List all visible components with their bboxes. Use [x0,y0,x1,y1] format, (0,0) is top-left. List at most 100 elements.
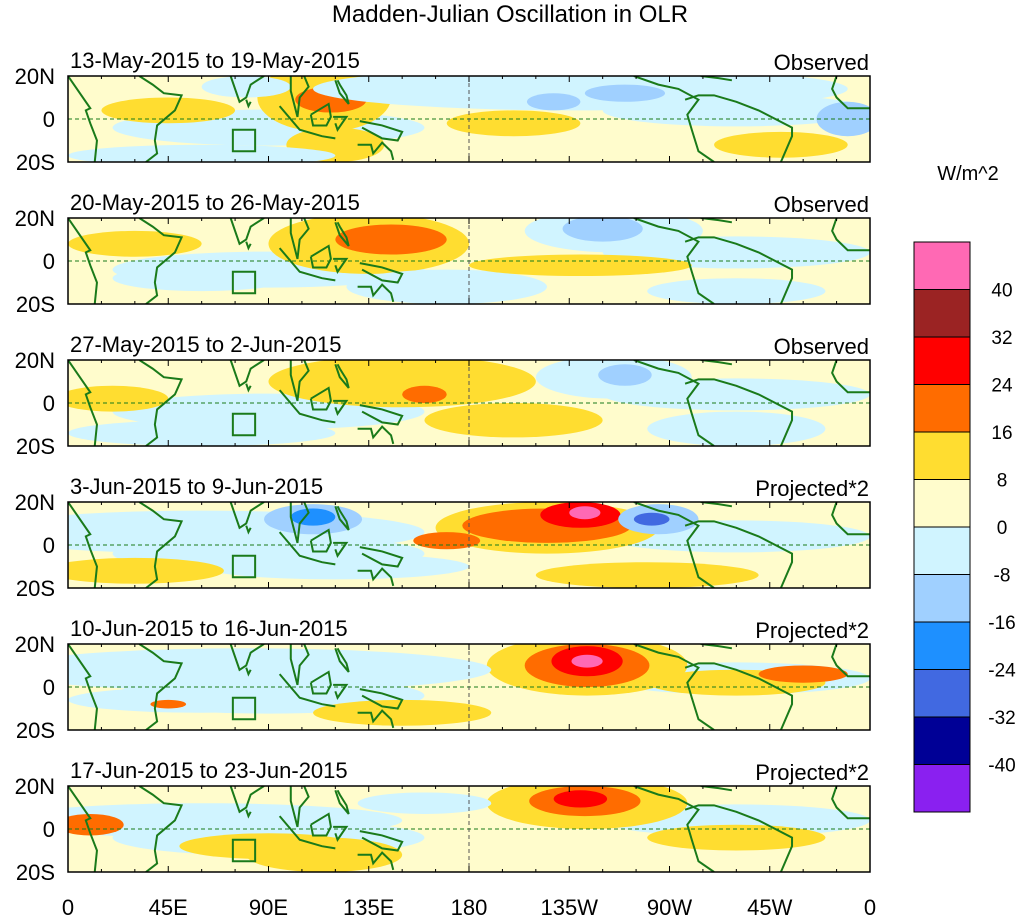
coastline [68,360,98,446]
y-tick-label: 20S [16,860,55,885]
x-tick-label: 135W [541,895,599,920]
coastline [333,541,349,558]
coastline [831,218,870,252]
box-region-marker [231,838,257,863]
anomaly-contour [150,699,187,709]
y-tick-label: 20N [15,206,55,231]
x-tick-label: 0 [62,895,74,920]
colorbar-swatch [913,526,971,575]
y-tick-label: 20S [16,718,55,743]
anomaly-contour [413,532,481,550]
coastline [138,218,184,304]
anomaly-contour [68,557,224,584]
coastline [278,247,336,282]
coastline [309,244,332,269]
x-tick-label: 90W [647,895,692,920]
coastline [229,502,265,530]
coastline [357,709,395,729]
anomaly-contour [446,110,581,137]
panel-data-type: Projected*2 [755,618,869,643]
coastline [309,528,332,553]
panel-data-type: Observed [774,50,869,75]
colorbar-swatch [913,479,971,528]
y-tick-label: 20N [15,632,55,657]
coastline [357,425,395,445]
anomaly-contour [68,385,169,412]
coastline [278,105,336,140]
coastline [359,688,404,710]
anomaly-contour [112,265,291,292]
anomaly-contour [179,833,358,860]
colorbar-swatch [913,716,971,765]
coastline [357,567,395,587]
coastline [633,360,715,446]
coastline [359,262,404,284]
coastline [245,241,252,251]
panel-field [68,76,870,162]
coastline [289,76,310,118]
coastline [684,378,794,446]
panel-field [68,644,870,730]
y-tick-label: 20S [16,434,55,459]
anomaly-contour [526,93,581,111]
box-region-marker [231,696,257,721]
colorbar-level-label: 0 [997,518,1008,539]
coastline [334,647,350,673]
anomaly-contour [571,654,603,668]
anomaly-contour [714,131,848,158]
anomaly-contour [402,385,447,403]
coastline [278,673,336,708]
coastline [245,809,252,819]
panel-field [68,218,870,304]
anomaly-contour [357,792,492,814]
coastline [831,786,870,820]
y-tick-label: 20S [16,150,55,175]
y-tick-label: 20N [15,64,55,89]
box-region-marker [231,270,257,295]
coastline [245,667,252,677]
coastline [229,76,265,104]
colorbar-swatch [913,621,971,670]
panel-field [68,360,870,446]
coastline [289,644,310,686]
anomaly-contour [268,360,536,408]
panel-date-range: 20-May-2015 to 26-May-2015 [70,190,360,215]
anomaly-contour [584,84,666,102]
coastline [229,786,265,814]
coastline [633,644,715,730]
coastline [333,257,349,274]
coastline [831,644,870,678]
anomaly-contour [598,364,652,386]
coastline [289,360,310,402]
map-panel-1: 20N 0 20S 13-May-2015 to 19-May-2015 Observe… [15,48,871,175]
coastline [245,99,252,109]
coastline [357,851,395,871]
panel-date-range: 3-Jun-2015 to 9-Jun-2015 [70,474,323,499]
coastline [278,815,336,850]
y-tick-label: 0 [43,817,55,842]
x-tick-label: 45E [149,895,188,920]
coastline [684,662,794,730]
x-tick-label: 45W [747,895,792,920]
anomaly-contour [569,506,601,520]
anomaly-contour [553,790,608,808]
anomaly-contour [68,230,202,257]
anomaly-contour [68,687,336,713]
colorbar-level-label: -8 [994,566,1011,587]
colorbar-level-label: 24 [991,376,1013,397]
panel-date-range: 10-Jun-2015 to 16-Jun-2015 [70,616,348,641]
anomaly-contour [68,420,336,446]
coastline [359,120,404,142]
coastline [831,502,870,536]
coastline [334,505,350,531]
anomaly-contour [535,562,759,588]
x-tick-label: 180 [451,895,488,920]
anomaly-contour [335,224,447,255]
coastline [229,218,265,246]
coastline [684,94,794,162]
anomaly-contour [68,813,124,836]
anomaly-contour [758,665,848,683]
anomaly-contour [816,101,870,137]
x-tick-label: 90E [249,895,288,920]
coastline [333,825,349,842]
